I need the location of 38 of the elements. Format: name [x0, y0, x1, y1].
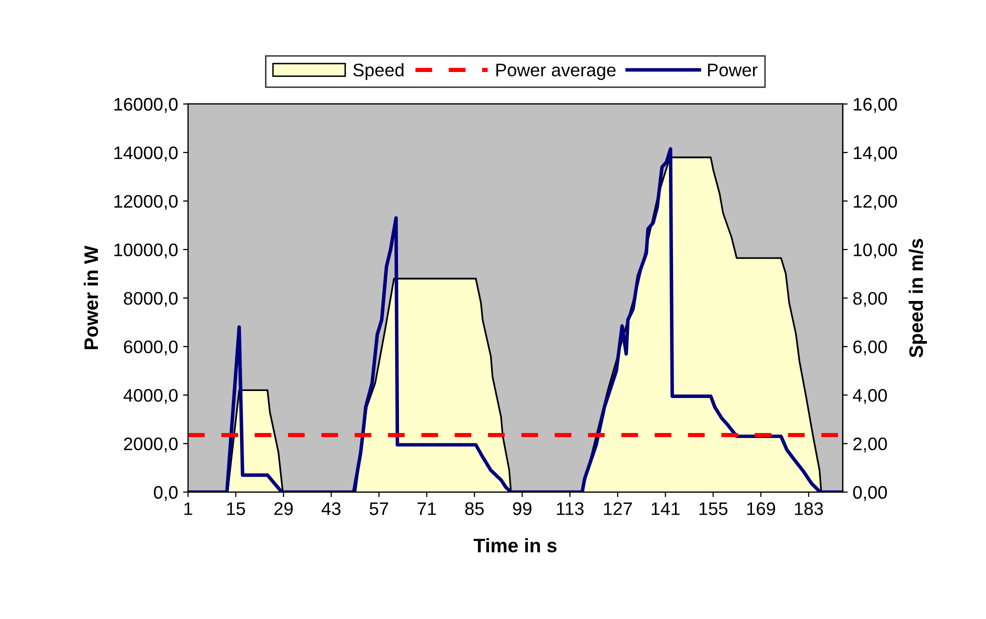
legend-label: Speed [353, 63, 404, 80]
legend-label: Power average [496, 64, 616, 80]
x-tick-label: 1 [184, 502, 192, 515]
x-tick-label: 183 [794, 502, 823, 516]
x-tick-label: 15 [227, 502, 246, 516]
x-tick-label: 155 [699, 502, 728, 516]
x-tick-label: 43 [322, 502, 340, 516]
x-tick-label: 85 [465, 502, 484, 516]
x-tick-label: 71 [418, 502, 436, 515]
y-tick-label: 16000,0 [114, 98, 178, 113]
y2-tick-label: 8,00 [853, 292, 887, 307]
y2-tick-label: 0,00 [853, 486, 887, 501]
y-tick-label: 6000,0 [124, 340, 178, 356]
x-tick-label: 57 [370, 502, 388, 516]
x-tick-label: 99 [513, 502, 532, 516]
y-tick-label: 10000,0 [114, 243, 178, 258]
y2-tick-label: 2,00 [853, 438, 887, 452]
y2-tick-label: 12,00 [854, 194, 897, 210]
y-tick-label: 2000,0 [124, 438, 178, 452]
x-tick-label: 169 [747, 502, 776, 516]
y-tick-label: 8000,0 [124, 292, 178, 307]
y2-tick-label: 4,00 [852, 389, 887, 404]
y2-tick-label: 10,00 [854, 243, 897, 258]
x-tick-label: 113 [556, 502, 584, 516]
x-tick-label: 127 [604, 502, 632, 515]
y-tick-label: 4000,0 [124, 389, 178, 404]
x-tick-label: 29 [274, 502, 293, 516]
y2-axis-title: Speed in m/s [908, 238, 927, 358]
y2-tick-label: 14,00 [854, 146, 897, 162]
y2-tick-label: 6,00 [853, 340, 887, 356]
x-axis-title: Time in s [474, 538, 557, 552]
y-axis-title: Power in W [84, 246, 98, 350]
y2-tick-label: 16,00 [854, 98, 897, 113]
legend-label: Power [708, 64, 758, 76]
x-tick-label: 141 [652, 502, 680, 515]
y-tick-label: 0,0 [154, 486, 178, 501]
y-tick-label: 12000,0 [114, 194, 178, 210]
y-tick-label: 14000,0 [114, 146, 178, 162]
